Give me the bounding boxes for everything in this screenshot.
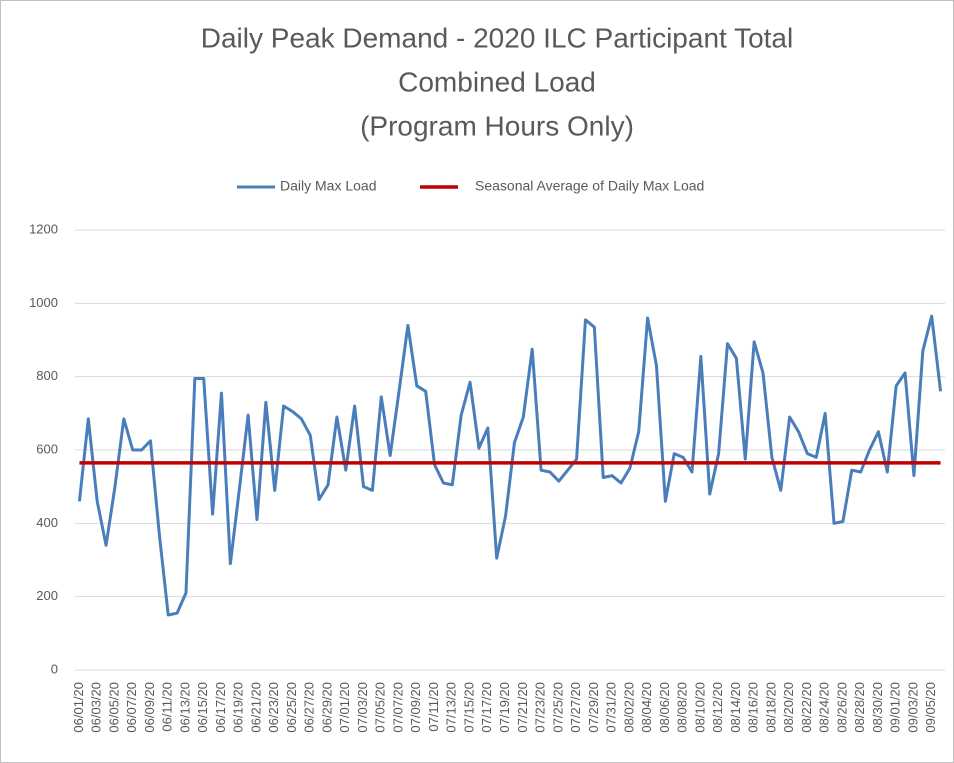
x-tick-label: 08/24/20 — [817, 682, 832, 733]
x-tick-label: 08/02/20 — [621, 682, 636, 733]
x-tick-label: 06/19/20 — [231, 682, 246, 733]
x-tick-label: 06/23/20 — [266, 682, 281, 733]
x-tick-label: 07/23/20 — [533, 682, 548, 733]
chart-title: Combined Load — [398, 66, 596, 97]
x-tick-label: 06/05/20 — [106, 682, 121, 733]
x-tick-label: 06/17/20 — [213, 682, 228, 733]
x-tick-label: 07/09/20 — [408, 682, 423, 733]
x-tick-label: 06/01/20 — [71, 682, 86, 733]
x-tick-label: 08/04/20 — [639, 682, 654, 733]
x-tick-label: 07/07/20 — [390, 682, 405, 733]
x-tick-label: 07/17/20 — [479, 682, 494, 733]
legend-label: Daily Max Load — [280, 178, 377, 194]
legend-label: Seasonal Average of Daily Max Load — [475, 178, 704, 194]
chart-title: Daily Peak Demand - 2020 ILC Participant… — [201, 22, 793, 53]
x-tick-label: 08/06/20 — [657, 682, 672, 733]
x-tick-label: 06/27/20 — [302, 682, 317, 733]
x-tick-label: 08/18/20 — [763, 682, 778, 733]
x-tick-label: 07/11/20 — [426, 682, 441, 732]
x-tick-label: 06/29/20 — [319, 682, 334, 733]
x-tick-label: 06/15/20 — [195, 682, 210, 733]
x-tick-label: 07/31/20 — [604, 682, 619, 733]
x-tick-label: 07/15/20 — [461, 682, 476, 733]
y-tick-label: 1000 — [29, 295, 58, 310]
y-tick-label: 400 — [36, 515, 58, 530]
x-tick-label: 08/12/20 — [710, 682, 725, 733]
x-tick-label: 09/03/20 — [905, 682, 920, 733]
x-tick-label: 08/30/20 — [870, 682, 885, 733]
x-tick-label: 08/16/20 — [746, 682, 761, 733]
x-tick-label: 08/22/20 — [799, 682, 814, 733]
x-tick-label: 06/13/20 — [177, 682, 192, 733]
y-tick-label: 800 — [36, 368, 58, 383]
x-tick-label: 07/01/20 — [337, 682, 352, 733]
x-tick-label: 07/25/20 — [550, 682, 565, 733]
y-tick-label: 0 — [51, 661, 58, 676]
x-tick-label: 07/05/20 — [373, 682, 388, 733]
x-tick-label: 07/27/20 — [568, 682, 583, 733]
x-tick-label: 08/08/20 — [675, 682, 690, 733]
x-tick-label: 08/26/20 — [834, 682, 849, 733]
x-tick-label: 07/03/20 — [355, 682, 370, 733]
x-tick-label: 08/28/20 — [852, 682, 867, 733]
y-tick-label: 200 — [36, 588, 58, 603]
x-tick-label: 06/21/20 — [248, 682, 263, 733]
x-tick-label: 08/20/20 — [781, 682, 796, 733]
x-tick-label: 06/07/20 — [124, 682, 139, 733]
y-tick-label: 1200 — [29, 221, 58, 236]
x-tick-label: 09/05/20 — [923, 682, 938, 733]
x-tick-label: 06/09/20 — [142, 682, 157, 733]
x-tick-label: 08/14/20 — [728, 682, 743, 733]
x-tick-label: 06/03/20 — [89, 682, 104, 733]
data-line — [77, 314, 943, 617]
x-tick-label: 07/13/20 — [444, 682, 459, 733]
x-tick-label: 09/01/20 — [888, 682, 903, 733]
x-tick-label: 06/11/20 — [160, 682, 175, 732]
x-tick-label: 08/10/20 — [692, 682, 707, 733]
chart-title: (Program Hours Only) — [360, 110, 634, 141]
x-tick-label: 07/19/20 — [497, 682, 512, 733]
x-tick-label: 07/29/20 — [586, 682, 601, 733]
y-tick-label: 600 — [36, 441, 58, 456]
x-tick-label: 07/21/20 — [515, 682, 530, 733]
x-tick-label: 06/25/20 — [284, 682, 299, 733]
